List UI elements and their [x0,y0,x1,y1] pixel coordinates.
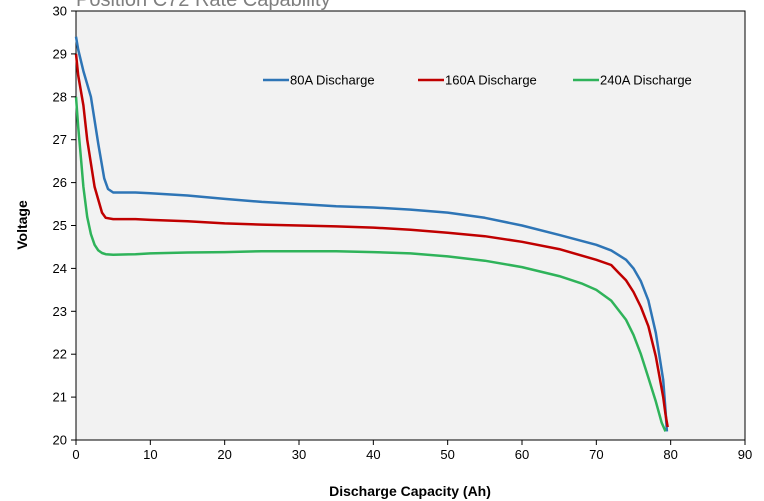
y-tick-label: 23 [53,304,67,319]
axes-layer: 0 10 20 30 40 50 60 70 80 90 20 21 22 23 24 25 26 27 28 29 3… [53,4,753,463]
x-tick-label: 40 [366,447,380,462]
x-tick-label: 60 [515,447,529,462]
y-tick-label: 27 [53,132,67,147]
x-tick-label: 90 [738,447,752,462]
y-tick-label: 22 [53,347,67,362]
legend-label-240a-discharge: 240A Discharge [600,73,692,88]
y-tick-label: 26 [53,175,67,190]
x-tick-label: 20 [217,447,231,462]
y-tick-label: 21 [53,390,67,405]
y-tick-label: 29 [53,46,67,61]
x-axis-title: Discharge Capacity (Ah) [329,483,491,499]
x-tick-label: 30 [292,447,306,462]
series-line-160a-discharge [74,53,669,428]
series-layer [74,36,669,432]
legend-label-160a-discharge: 160A Discharge [445,73,537,88]
legend-label-80a-discharge: 80A Discharge [290,73,375,88]
x-tick-label: 10 [143,447,157,462]
y-axis-title: Voltage [14,200,30,250]
y-tick-label: 24 [53,261,67,276]
series-line-80a-discharge [74,36,669,432]
plot-area [75,10,746,441]
x-tick-label: 70 [589,447,603,462]
x-tick-label: 50 [440,447,454,462]
x-tick-label: 80 [663,447,677,462]
y-tick-label: 20 [53,433,67,448]
series-line-240a-discharge [74,96,667,432]
chart-title: Position C72 Rate Capability [76,0,331,11]
y-tick-label: 28 [53,89,67,104]
y-tick-label: 30 [53,4,67,19]
x-tick-label: 0 [72,447,79,462]
legend: 80A Discharge 160A Discharge 240A Discharg… [263,73,692,88]
y-tick-label: 25 [53,218,67,233]
